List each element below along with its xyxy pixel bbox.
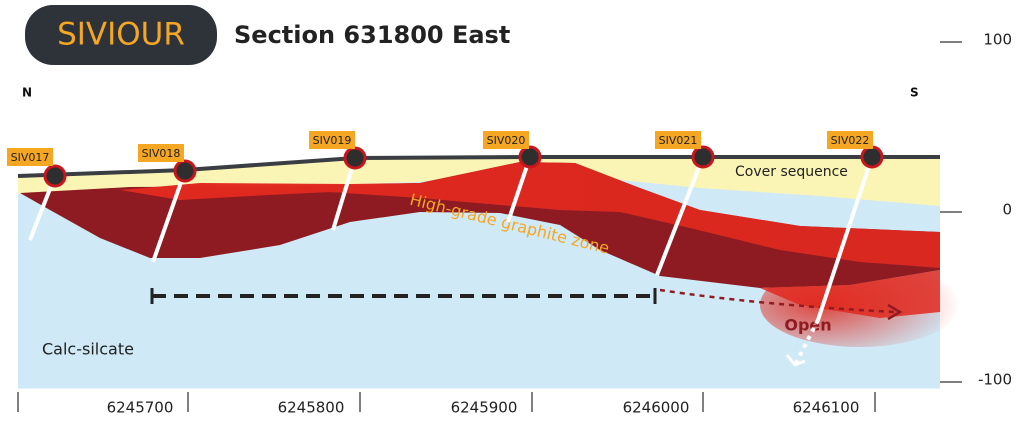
drill-trace [151,170,187,263]
elevation-label: 100 [983,31,1012,49]
drill-trace [331,157,357,231]
northing-label: 6245700 [107,399,174,417]
dynamic-layer: SIV017 SIV018 SIV019 SIV020 SIV021 SIV022 100 0… [7,31,1012,417]
surface-line [17,155,940,178]
drill-collar [518,145,542,169]
hole-label-box [309,131,355,149]
open-arrowhead [887,303,903,321]
drill-trace [655,156,705,276]
north-label: N [22,86,32,100]
hole-label: SIV017 [11,151,50,164]
graphite-zone-high [120,162,940,268]
drill-arrowhead [785,354,806,367]
northing-label: 6246000 [623,399,690,417]
hole-label-box [138,144,184,162]
logo: SIVIOUR [57,17,185,53]
drill-trace [816,156,874,321]
northing-label: 6246100 [793,399,860,417]
hole-label-box [7,148,53,166]
northing-label: 6245800 [278,399,345,417]
host-label: Calc-silcate [42,340,134,359]
cover-label: Cover sequence [735,164,848,180]
northing-label: 6245900 [451,399,518,417]
hole-label: SIV021 [659,134,698,147]
elevation-label: -100 [978,371,1012,389]
hole-label: SIV019 [313,134,352,147]
drill-collar [173,159,197,183]
hole-label: SIV020 [487,134,526,147]
hole-label-box [483,131,529,149]
hole-label: SIV022 [831,134,870,147]
hole-label: SIV018 [142,147,181,160]
elevation-label: 0 [1002,201,1012,219]
hole-label-box [655,131,701,149]
title: Section 631800 East [234,21,510,49]
drill-collar [43,164,67,188]
hole-label-box [827,131,873,149]
drill-collar [691,145,715,169]
graphite-zone-open [760,270,940,318]
open-arrow [659,288,896,314]
drill-collar [860,145,884,169]
south-label: S [910,86,919,100]
open-label: Open [784,316,831,335]
drill-collar [343,146,367,170]
cover-sequence [18,157,940,206]
logo-badge [25,5,217,65]
